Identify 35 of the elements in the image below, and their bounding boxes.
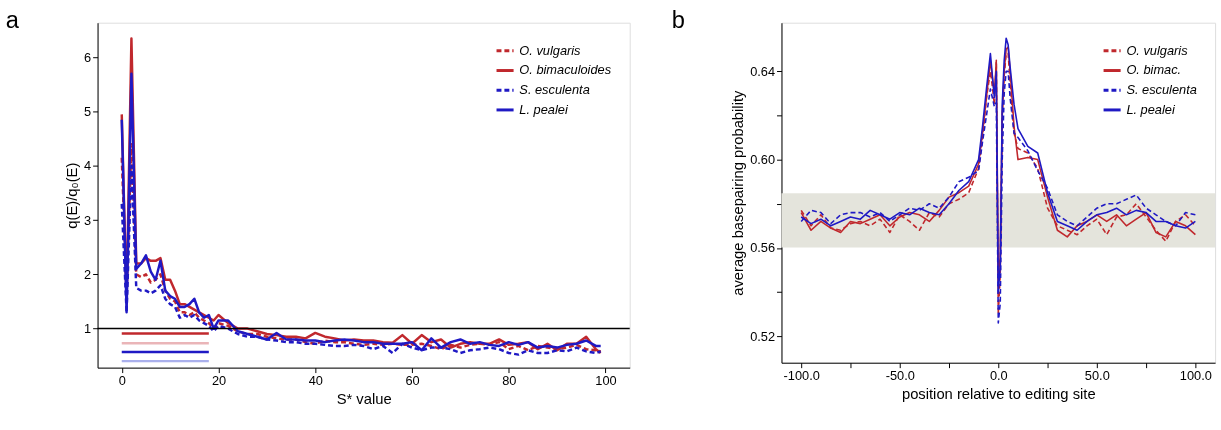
legend-label: O. bimaculoides: [519, 62, 612, 78]
y-tick-label: 5: [84, 104, 92, 120]
y-axis-title: q(E)/q₀(E): [64, 162, 81, 229]
y-tick-label: 0.60: [750, 152, 776, 168]
legend-label: O. bimac.: [1126, 62, 1182, 78]
x-tick-label: 0.0: [989, 367, 1008, 383]
x-tick-label: 100: [595, 372, 617, 388]
y-tick-label: 2: [84, 266, 92, 282]
legend-label: O. vulgaris: [1126, 42, 1189, 58]
legend-label: L. pealei: [1126, 101, 1176, 117]
y-tick-label: 0.64: [750, 63, 776, 79]
legend-label: S. esculenta: [1126, 82, 1197, 98]
legend-label: S. esculenta: [519, 82, 590, 98]
legend-label: L. pealei: [519, 101, 569, 117]
y-tick-label: 1: [84, 321, 92, 337]
x-tick-label: -100.0: [783, 367, 820, 383]
x-tick-label: 60: [405, 372, 420, 388]
y-tick-label: 6: [84, 49, 92, 65]
x-tick-label: 40: [308, 372, 323, 388]
x-axis-title: S* value: [336, 390, 392, 407]
y-axis-title: average basepairing probability: [730, 89, 747, 296]
x-tick-label: 20: [211, 372, 227, 388]
x-axis-title: position relative to editing site: [901, 385, 1096, 402]
y-tick-label: 0.56: [750, 240, 776, 256]
y-tick-label: 0.52: [750, 328, 776, 344]
y-tick-label: 3: [84, 212, 92, 228]
x-tick-label: 50.0: [1084, 367, 1110, 383]
chart-title: a: [5, 6, 20, 33]
chart-title: b: [671, 6, 685, 33]
x-tick-label: 0: [118, 372, 126, 388]
x-tick-label: 80: [502, 372, 517, 388]
x-tick-label: 100.0: [1179, 367, 1212, 383]
y-tick-label: 4: [84, 158, 92, 174]
legend-label: O. vulgaris: [519, 42, 582, 58]
x-tick-label: -50.0: [885, 367, 915, 383]
